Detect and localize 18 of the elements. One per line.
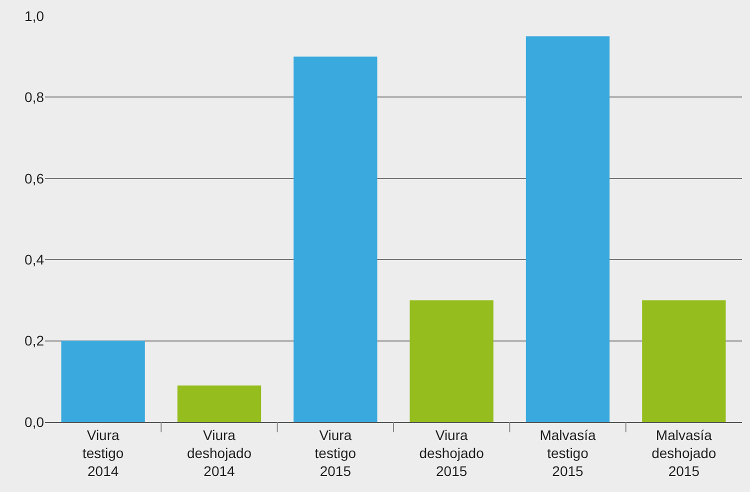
bar [526,36,610,422]
y-tick-label: 0,2 [24,332,44,349]
bar [177,385,262,422]
x-tick-label: Viura deshojado 2015 [419,426,484,480]
bar [294,56,378,422]
bar [61,340,145,422]
x-tick-label: Viura testigo 2014 [82,426,124,480]
bar [410,300,494,422]
x-tick-label: Malvasía testigo 2015 [540,426,596,480]
y-tick-label: 0,4 [24,252,44,268]
bar [642,300,726,422]
y-tick-label: 0,6 [24,170,44,186]
x-tick-label: Viura testigo 2015 [314,426,356,480]
x-tick-label: Viura deshojado 2014 [186,426,252,480]
y-tick-label: 0,0 [24,414,44,430]
y-tick-label: 1,0 [24,8,44,24]
x-tick-label: Malvasía deshojado 2015 [652,426,716,480]
y-tick-label: 0,8 [24,89,44,106]
